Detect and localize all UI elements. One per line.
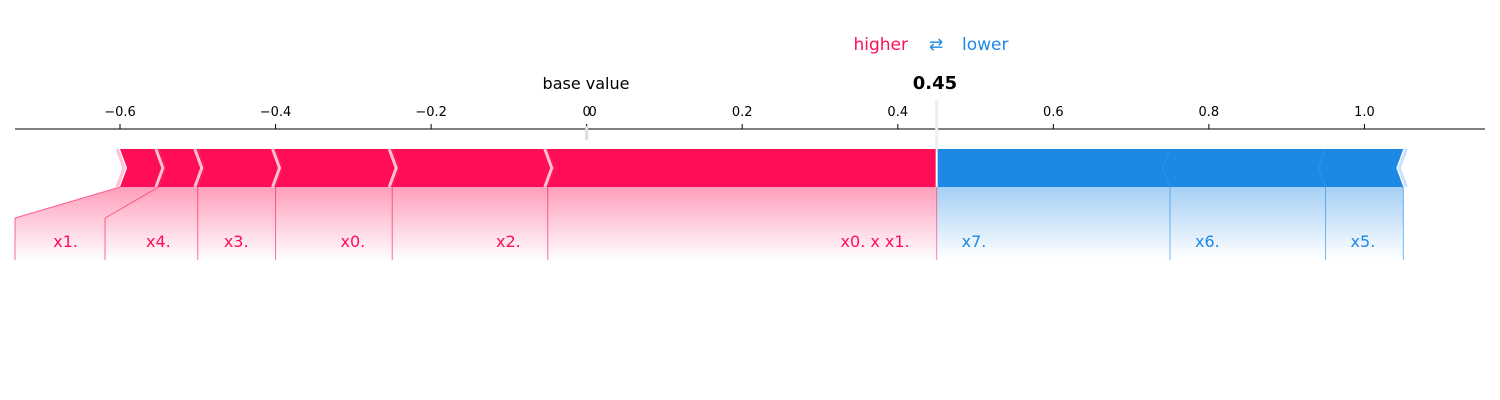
feature-links xyxy=(14,186,1404,260)
feature-link-negative xyxy=(1325,187,1404,260)
feature-label: x4. xyxy=(146,232,171,251)
feature-link-positive xyxy=(15,187,159,260)
x-tick-label: 0.8 xyxy=(1199,105,1220,120)
feature-label: x2. xyxy=(496,232,521,251)
x-tick-label: 0.2 xyxy=(732,105,753,120)
feature-bar-negative xyxy=(936,149,1170,187)
legend: higher ⇄ lower xyxy=(853,35,1008,55)
feature-bars xyxy=(115,148,1408,188)
feature-label: x3. xyxy=(224,232,249,251)
feature-bar-positive xyxy=(120,149,166,187)
feature-bar-positive xyxy=(275,149,400,187)
feature-bar-positive xyxy=(392,149,555,187)
output-value-label: 0.45 xyxy=(913,73,957,94)
feature-bar-positive xyxy=(547,149,937,187)
feature-separator xyxy=(1397,148,1408,188)
feature-link-positive xyxy=(105,187,198,260)
feature-link-edge xyxy=(104,186,160,219)
x-tick-label: −0.6 xyxy=(104,105,136,120)
base-value-label: base value xyxy=(543,74,630,93)
feature-separator xyxy=(115,148,126,188)
feature-label: x0. xyxy=(340,232,365,251)
feature-bar-positive xyxy=(158,149,205,187)
feature-link-positive xyxy=(197,187,276,260)
feature-separator xyxy=(387,148,398,188)
feature-bar-negative xyxy=(1318,149,1404,187)
feature-separator xyxy=(193,148,204,188)
feature-bar-positive xyxy=(197,149,283,187)
x-tick-label: 0.4 xyxy=(887,105,908,120)
feature-link-negative xyxy=(1170,187,1326,260)
x-tick-label: 0 xyxy=(583,105,591,120)
legend-higher-label: higher xyxy=(853,35,908,55)
feature-label: x1. xyxy=(53,232,78,251)
feature-label: x6. xyxy=(1195,232,1220,251)
feature-link-positive xyxy=(275,187,393,260)
legend-arrow-icon: ⇄ xyxy=(929,35,943,55)
x-tick-label: 1.0 xyxy=(1354,105,1375,120)
feature-separator xyxy=(543,148,554,188)
feature-link-negative xyxy=(936,187,1170,260)
base-value-tick-label: 0 xyxy=(589,105,597,120)
feature-link-positive xyxy=(392,187,548,260)
x-tick-label: 0.6 xyxy=(1043,105,1064,120)
feature-label: x7. xyxy=(962,232,987,251)
feature-separator xyxy=(154,148,165,188)
feature-link-positive xyxy=(547,187,937,260)
feature-label: x0. x x1. xyxy=(841,232,910,251)
feature-labels: x1. x4. x3. x0. x2. x0. x x1. x7. x6. x5. xyxy=(53,232,1375,251)
legend-lower-label: lower xyxy=(962,35,1008,55)
x-axis-ticks: −0.6 −0.4 −0.2 0 0.2 0.4 0.6 0.8 1.0 0 xyxy=(104,100,1375,150)
feature-link-edge xyxy=(14,186,121,219)
x-tick-label: −0.4 xyxy=(260,105,292,120)
x-tick-label: −0.2 xyxy=(415,105,447,120)
feature-bar-negative xyxy=(1163,149,1326,187)
feature-separator xyxy=(271,148,282,188)
feature-label: x5. xyxy=(1351,232,1376,251)
